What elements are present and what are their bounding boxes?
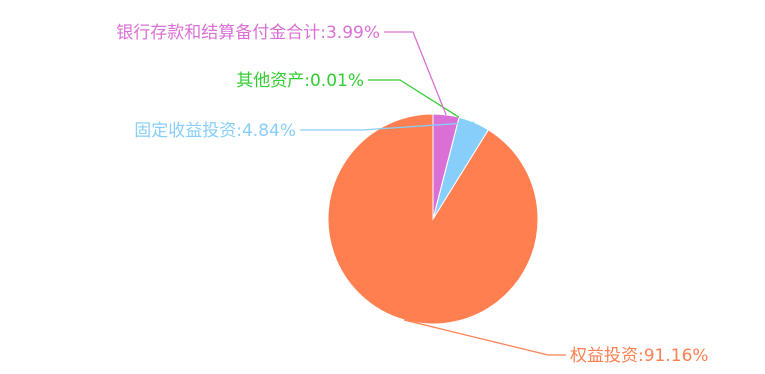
slice-label-2: 其他资产:0.01% (236, 71, 364, 91)
slice-label-3: 银行存款和结算备付金合计:3.99% (116, 23, 380, 43)
slice-label-0: 权益投资:91.16% (570, 346, 709, 366)
leader-line-2 (368, 79, 460, 118)
pie-slices (327, 113, 539, 325)
leader-line-1 (300, 121, 475, 131)
leader-line-3 (384, 31, 447, 116)
pie-labels: 权益投资:91.16% 固定收益投资:4.84% 其他资产:0.01% 银行存款和结算… (116, 23, 708, 366)
pie-leader-lines (300, 31, 566, 356)
slice-label-1: 固定收益投资:4.84% (134, 121, 296, 141)
leader-line-0 (404, 319, 566, 356)
